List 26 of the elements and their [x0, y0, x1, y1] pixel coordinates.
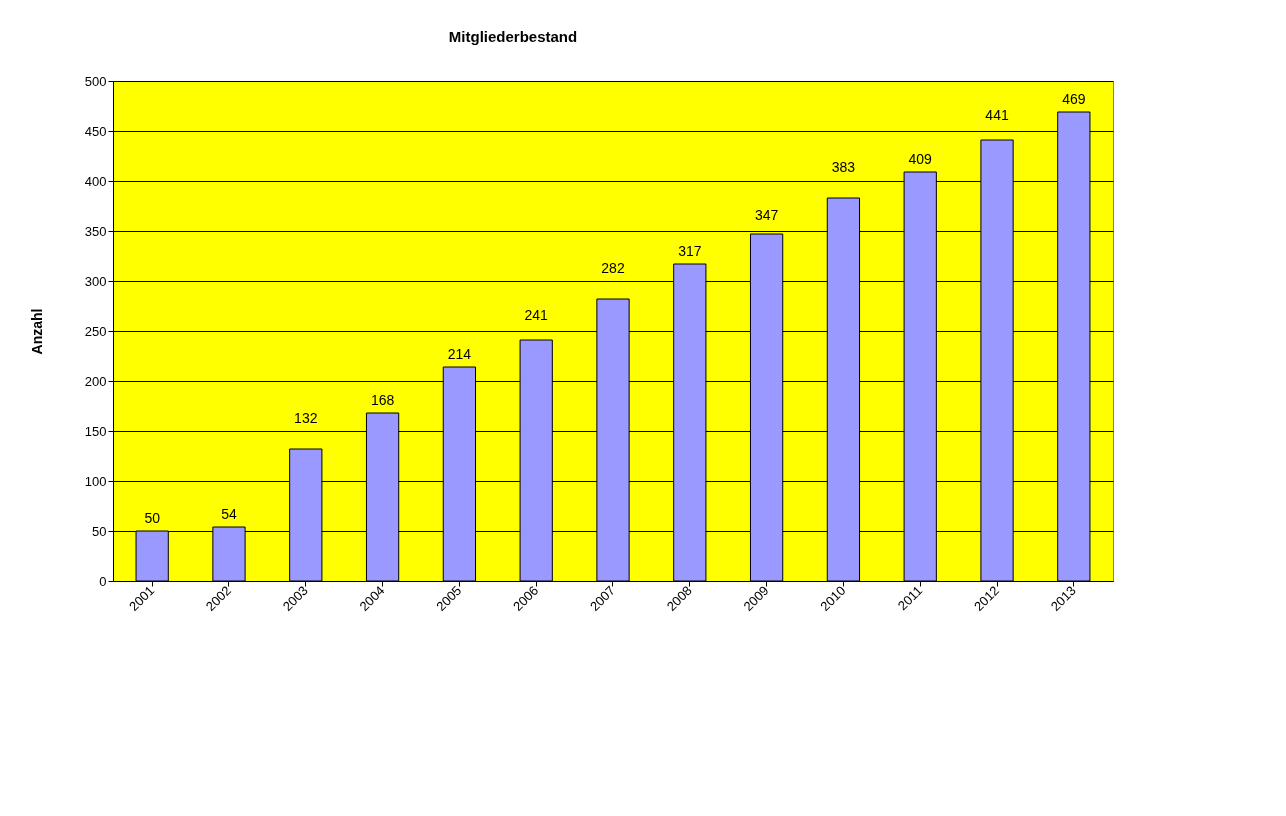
y-tick-label: 150	[84, 423, 107, 439]
data-label: 241	[524, 307, 549, 323]
y-tick-label: 450	[84, 123, 107, 139]
data-label: 409	[908, 151, 933, 167]
y-tick-label: 350	[84, 223, 107, 239]
y-tick-label: 400	[84, 173, 107, 189]
y-tick-label: 500	[84, 73, 107, 89]
y-tick-label: 0	[99, 573, 107, 589]
data-label: 347	[754, 207, 779, 223]
data-label: 383	[831, 159, 856, 175]
y-tick-label: 100	[84, 473, 107, 489]
data-label: 50	[144, 510, 161, 526]
y-tick-label: 250	[84, 323, 107, 339]
data-label: 214	[447, 346, 472, 362]
data-label: 469	[1062, 91, 1086, 107]
chart-title: Mitgliederbestand	[448, 28, 578, 45]
y-axis-title: Anzahl	[28, 308, 45, 355]
data-label: 168	[370, 392, 395, 408]
data-label: 441	[985, 107, 1009, 123]
y-tick-label: 200	[84, 373, 107, 389]
y-tick-label: 50	[92, 523, 107, 539]
y-tick-label: 300	[84, 273, 107, 289]
data-label: 132	[294, 410, 318, 426]
data-label: 317	[678, 243, 702, 259]
data-label: 54	[221, 506, 237, 522]
data-label: 282	[601, 260, 625, 276]
